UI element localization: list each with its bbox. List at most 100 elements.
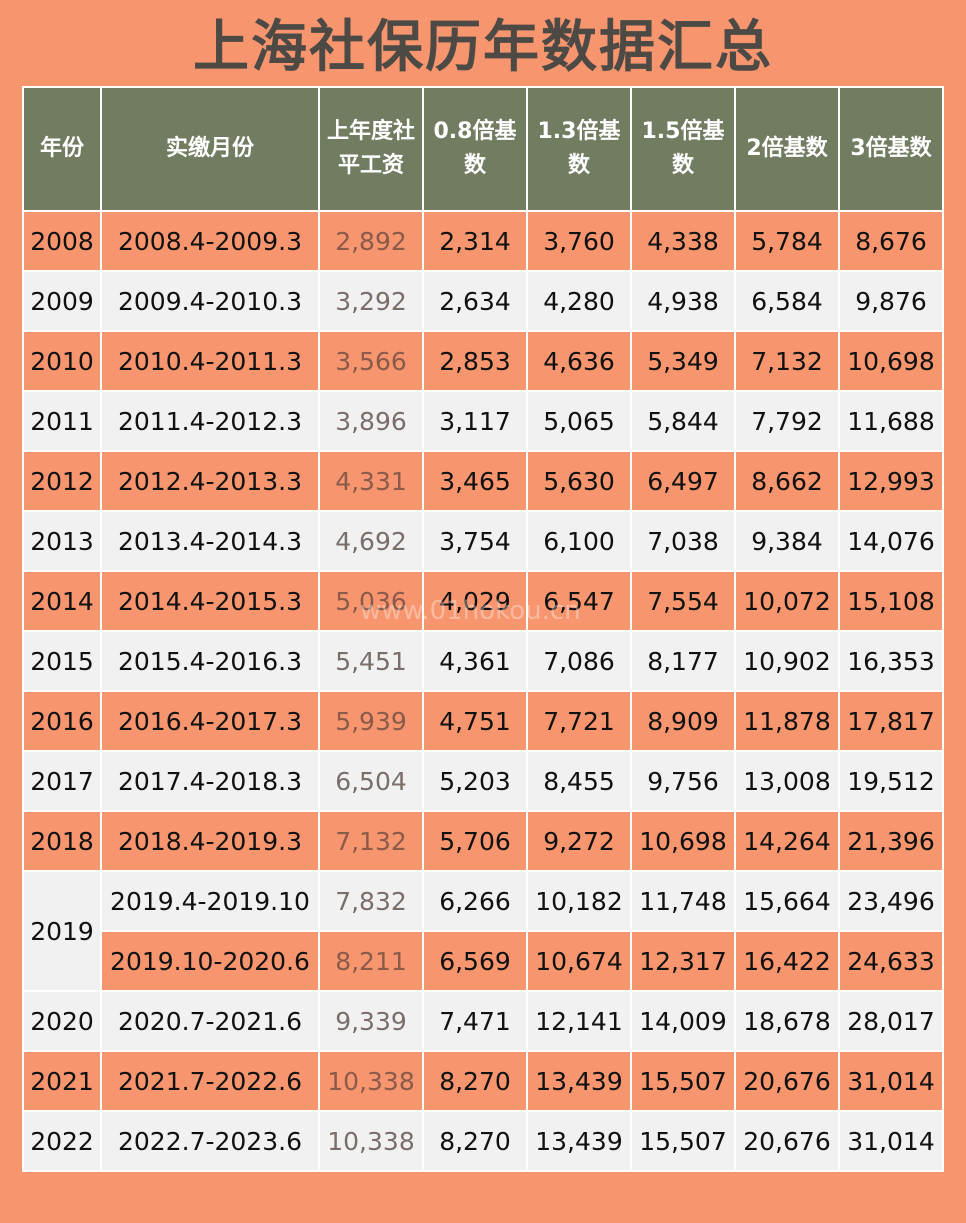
cell-base-1-3: 10,182 <box>526 870 632 932</box>
cell-base-2: 18,678 <box>734 990 840 1052</box>
cell-base-0-8: 7,471 <box>422 990 528 1052</box>
cell-base-3: 11,688 <box>838 390 944 452</box>
cell-avg-wage: 10,338 <box>318 1050 424 1112</box>
table-row: 2019 2019.4-2019.10 7,832 6,266 10,182 11,748… <box>22 870 944 992</box>
cell-period: 2010.4-2011.3 <box>100 330 320 392</box>
cell-avg-wage: 7,832 <box>318 870 424 932</box>
cell-base-3: 14,076 <box>838 510 944 572</box>
cell-year: 2011 <box>22 390 102 452</box>
cell-base-1-5: 14,009 <box>630 990 736 1052</box>
cell-avg-wage: 8,211 <box>318 930 424 992</box>
cell-base-1-3: 5,630 <box>526 450 632 512</box>
cell-year: 2010 <box>22 330 102 392</box>
cell-base-1-3: 6,100 <box>526 510 632 572</box>
cell-base-3: 15,108 <box>838 570 944 632</box>
cell-year: 2016 <box>22 690 102 752</box>
cell-avg-wage: 2,892 <box>318 210 424 272</box>
table-row: 2017 2017.4-2018.3 6,504 5,203 8,455 9,756 13,… <box>22 750 944 812</box>
cell-period: 2009.4-2010.3 <box>100 270 320 332</box>
cell-base-3: 28,017 <box>838 990 944 1052</box>
cell-base-2: 11,878 <box>734 690 840 752</box>
cell-period: 2012.4-2013.3 <box>100 450 320 512</box>
cell-base-2: 14,264 <box>734 810 840 872</box>
cell-base-1-3: 4,280 <box>526 270 632 332</box>
cell-avg-wage: 4,331 <box>318 450 424 512</box>
cell-year: 2015 <box>22 630 102 692</box>
header-base-1-5: 1.5倍基数 <box>630 86 736 212</box>
cell-avg-wage: 5,939 <box>318 690 424 752</box>
cell-base-2: 5,784 <box>734 210 840 272</box>
cell-base-0-8: 4,029 <box>422 570 528 632</box>
table-row: 2009 2009.4-2010.3 3,292 2,634 4,280 4,938 6,5… <box>22 270 944 332</box>
cell-period: 2022.7-2023.6 <box>100 1110 320 1172</box>
cell-base-0-8: 4,751 <box>422 690 528 752</box>
cell-base-1-5: 6,497 <box>630 450 736 512</box>
header-period: 实缴月份 <box>100 86 320 212</box>
cell-year: 2021 <box>22 1050 102 1112</box>
cell-year: 2017 <box>22 750 102 812</box>
table-row: 2013 2013.4-2014.3 4,692 3,754 6,100 7,038 9,3… <box>22 510 944 572</box>
cell-base-3: 19,512 <box>838 750 944 812</box>
table-row: 2016 2016.4-2017.3 5,939 4,751 7,721 8,909 11,… <box>22 690 944 752</box>
cell-base-1-3: 3,760 <box>526 210 632 272</box>
cell-base-1-5: 9,756 <box>630 750 736 812</box>
cell-avg-wage: 5,451 <box>318 630 424 692</box>
cell-base-1-5: 5,844 <box>630 390 736 452</box>
cell-period: 2013.4-2014.3 <box>100 510 320 572</box>
cell-base-1-5: 8,177 <box>630 630 736 692</box>
cell-base-0-8: 2,853 <box>422 330 528 392</box>
cell-base-0-8: 8,270 <box>422 1110 528 1172</box>
cell-period: 2020.7-2021.6 <box>100 990 320 1052</box>
cell-base-2: 15,664 <box>734 870 840 932</box>
cell-year: 2012 <box>22 450 102 512</box>
cell-year: 2019 <box>22 870 102 992</box>
cell-base-3: 10,698 <box>838 330 944 392</box>
cell-base-0-8: 6,569 <box>422 930 528 992</box>
cell-period: 2011.4-2012.3 <box>100 390 320 452</box>
cell-year: 2013 <box>22 510 102 572</box>
cell-avg-wage: 4,692 <box>318 510 424 572</box>
table-row: 2021 2021.7-2022.6 10,338 8,270 13,439 15,507… <box>22 1050 944 1112</box>
table-row: 2022 2022.7-2023.6 10,338 8,270 13,439 15,507… <box>22 1110 944 1172</box>
cell-base-2: 8,662 <box>734 450 840 512</box>
cell-year: 2008 <box>22 210 102 272</box>
header-base-2: 2倍基数 <box>734 86 840 212</box>
cell-period: 2008.4-2009.3 <box>100 210 320 272</box>
cell-base-3: 24,633 <box>838 930 944 992</box>
cell-base-3: 17,817 <box>838 690 944 752</box>
cell-base-3: 31,014 <box>838 1110 944 1172</box>
cell-base-0-8: 4,361 <box>422 630 528 692</box>
cell-year: 2014 <box>22 570 102 632</box>
cell-base-0-8: 3,117 <box>422 390 528 452</box>
cell-base-1-3: 6,547 <box>526 570 632 632</box>
social-security-table: 年份 实缴月份 上年度社平工资 0.8倍基数 1.3倍基数 1.5倍基数 2倍基… <box>22 86 944 1172</box>
cell-base-0-8: 8,270 <box>422 1050 528 1112</box>
cell-avg-wage: 3,566 <box>318 330 424 392</box>
cell-base-1-5: 4,338 <box>630 210 736 272</box>
header-avg-wage: 上年度社平工资 <box>318 86 424 212</box>
cell-base-1-5: 5,349 <box>630 330 736 392</box>
cell-period: 2021.7-2022.6 <box>100 1050 320 1112</box>
cell-year: 2022 <box>22 1110 102 1172</box>
cell-base-1-3: 13,439 <box>526 1050 632 1112</box>
page-title: 上海社保历年数据汇总 <box>193 15 773 80</box>
cell-base-2: 10,902 <box>734 630 840 692</box>
cell-base-3: 23,496 <box>838 870 944 932</box>
cell-base-3: 9,876 <box>838 270 944 332</box>
cell-base-2: 7,132 <box>734 330 840 392</box>
cell-base-1-5: 4,938 <box>630 270 736 332</box>
cell-period: 2017.4-2018.3 <box>100 750 320 812</box>
cell-base-3: 16,353 <box>838 630 944 692</box>
table-row: 2012 2012.4-2013.3 4,331 3,465 5,630 6,497 8,6… <box>22 450 944 512</box>
cell-base-1-3: 13,439 <box>526 1110 632 1172</box>
cell-base-1-5: 15,507 <box>630 1110 736 1172</box>
table-row: 2019.10-2020.6 8,211 6,569 10,674 12,317 16,4… <box>23 930 944 992</box>
cell-base-3: 21,396 <box>838 810 944 872</box>
cell-period: 2019.10-2020.6 <box>100 930 320 992</box>
cell-period: 2014.4-2015.3 <box>100 570 320 632</box>
cell-base-1-3: 7,086 <box>526 630 632 692</box>
table-row: 2018 2018.4-2019.3 7,132 5,706 9,272 10,698 14… <box>22 810 944 872</box>
cell-base-1-3: 8,455 <box>526 750 632 812</box>
cell-base-1-3: 4,636 <box>526 330 632 392</box>
header-base-0-8: 0.8倍基数 <box>422 86 528 212</box>
